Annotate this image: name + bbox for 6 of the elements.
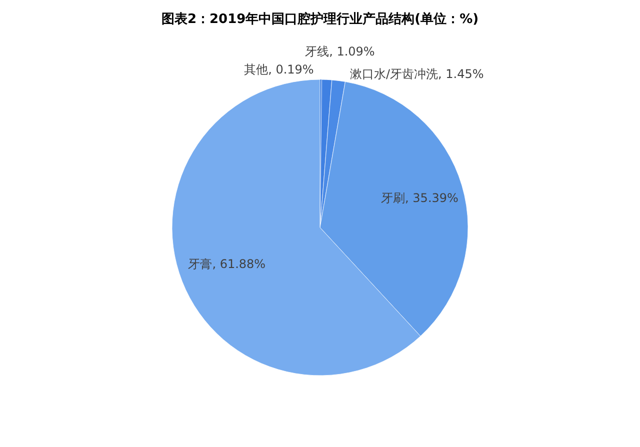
slice-label: 牙线, 1.09%	[305, 44, 375, 59]
chart-title: 图表2：2019年中国口腔护理行业产品结构(单位：%)	[161, 11, 479, 27]
slice-label: 牙刷, 35.39%	[381, 191, 458, 206]
slice-label: 其他, 0.19%	[244, 62, 314, 77]
slice-label: 牙膏, 61.88%	[188, 256, 266, 271]
slice-label: 漱口水/牙齿冲洗, 1.45%	[350, 66, 484, 81]
